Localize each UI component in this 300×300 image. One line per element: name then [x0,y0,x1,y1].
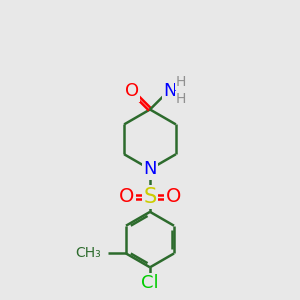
Text: H: H [176,75,186,89]
Text: N: N [164,82,177,100]
Text: O: O [166,188,181,206]
Text: CH₃: CH₃ [76,246,101,260]
Text: H: H [176,92,186,106]
Text: O: O [119,188,134,206]
Text: N: N [143,160,157,178]
Text: O: O [125,82,139,100]
Text: Cl: Cl [141,274,159,292]
Text: S: S [143,187,157,207]
